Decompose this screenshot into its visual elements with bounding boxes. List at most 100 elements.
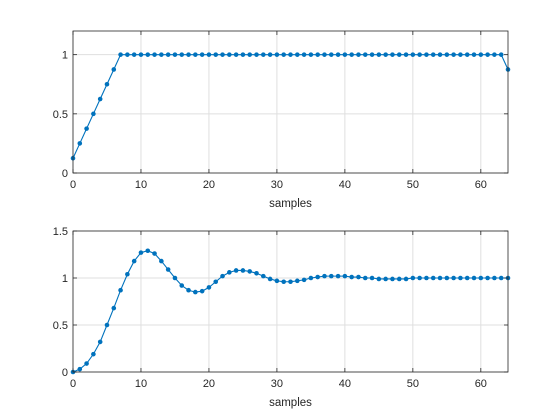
data-point bbox=[444, 275, 450, 281]
data-point bbox=[247, 52, 253, 57]
data-point bbox=[220, 273, 225, 279]
plot-area bbox=[73, 31, 508, 173]
bottom-chart: 0 10 20 30 40 50 60 0 0.5 1 1.5 samples bbox=[53, 226, 511, 409]
x-tick-label: 40 bbox=[339, 179, 351, 191]
data-point bbox=[417, 52, 422, 57]
data-point bbox=[159, 258, 164, 264]
data-point bbox=[186, 287, 191, 293]
data-point bbox=[288, 279, 293, 285]
x-tick-label: 40 bbox=[339, 378, 351, 390]
data-point bbox=[199, 52, 205, 57]
data-point bbox=[193, 289, 198, 295]
data-point bbox=[396, 276, 402, 282]
data-point bbox=[233, 52, 239, 57]
data-point bbox=[240, 52, 246, 57]
data-point bbox=[437, 275, 443, 281]
data-point bbox=[437, 52, 443, 57]
data-point bbox=[424, 52, 429, 57]
data-point bbox=[145, 248, 151, 254]
data-point bbox=[349, 274, 354, 280]
x-tick-label: 10 bbox=[135, 179, 147, 191]
axes-box bbox=[72, 230, 509, 373]
data-point bbox=[342, 273, 348, 279]
data-point bbox=[125, 271, 130, 277]
data-point bbox=[430, 52, 436, 57]
data-point bbox=[261, 52, 266, 57]
data-point bbox=[172, 52, 178, 57]
data-point bbox=[498, 275, 504, 281]
data-point bbox=[131, 258, 137, 264]
data-point bbox=[91, 351, 96, 357]
x-tick-label: 10 bbox=[135, 378, 147, 390]
data-point bbox=[390, 276, 395, 282]
data-point bbox=[322, 273, 327, 279]
data-point bbox=[199, 288, 205, 294]
data-point bbox=[227, 270, 232, 275]
x-tick-label: 30 bbox=[271, 378, 283, 390]
plot-area bbox=[73, 231, 508, 372]
data-point bbox=[91, 111, 96, 117]
data-point bbox=[274, 52, 280, 57]
data-point bbox=[315, 274, 320, 280]
data-point bbox=[464, 275, 470, 281]
data-point bbox=[165, 267, 171, 272]
data-point bbox=[111, 305, 117, 311]
data-point bbox=[97, 96, 103, 102]
data-point bbox=[485, 275, 490, 281]
data-point bbox=[131, 52, 137, 57]
data-point bbox=[417, 275, 422, 281]
data-point bbox=[261, 273, 266, 279]
data-point bbox=[267, 276, 273, 282]
data-point bbox=[227, 52, 232, 57]
data-point bbox=[383, 276, 388, 282]
data-point bbox=[281, 279, 287, 285]
data-point bbox=[410, 52, 416, 57]
data-point bbox=[424, 275, 429, 281]
top-chart: 0 10 20 30 40 50 60 0 0.5 1 samples bbox=[53, 30, 511, 210]
x-tick-label: 0 bbox=[70, 179, 76, 191]
data-point bbox=[152, 251, 157, 256]
data-point bbox=[403, 276, 409, 282]
data-point bbox=[206, 285, 212, 290]
data-point bbox=[186, 52, 191, 57]
data-point bbox=[84, 126, 89, 131]
data-point bbox=[213, 52, 219, 57]
data-point bbox=[288, 52, 293, 57]
data-point bbox=[458, 275, 463, 281]
data-point bbox=[403, 52, 409, 57]
data-point bbox=[145, 52, 151, 57]
data-point bbox=[97, 339, 103, 345]
data-point bbox=[328, 52, 334, 57]
data-point bbox=[349, 52, 354, 57]
data-point bbox=[294, 52, 300, 57]
data-point bbox=[396, 52, 402, 57]
data-point bbox=[301, 52, 307, 57]
data-point bbox=[492, 52, 497, 57]
data-point bbox=[498, 52, 504, 57]
data-point bbox=[478, 275, 484, 281]
data-point bbox=[444, 52, 450, 57]
x-tick-label: 30 bbox=[271, 179, 283, 191]
data-point bbox=[165, 52, 171, 57]
data-point bbox=[118, 52, 123, 57]
x-tick-label: 60 bbox=[475, 179, 487, 191]
y-tick-label: 1.5 bbox=[53, 226, 68, 238]
data-point bbox=[138, 250, 144, 255]
data-point bbox=[308, 52, 314, 57]
data-point bbox=[376, 276, 382, 282]
data-point bbox=[471, 275, 477, 281]
data-point bbox=[206, 52, 212, 57]
data-point bbox=[362, 52, 368, 57]
x-tick-label: 50 bbox=[407, 378, 419, 390]
data-point bbox=[179, 52, 185, 57]
x-tick-label: 20 bbox=[203, 179, 215, 191]
data-point bbox=[220, 52, 225, 57]
data-point bbox=[362, 275, 368, 281]
data-point bbox=[193, 52, 198, 57]
data-point bbox=[125, 52, 130, 57]
y-tick-label: 0.5 bbox=[53, 109, 68, 121]
data-point bbox=[308, 275, 314, 281]
data-point bbox=[335, 273, 341, 279]
data-point bbox=[478, 52, 484, 57]
